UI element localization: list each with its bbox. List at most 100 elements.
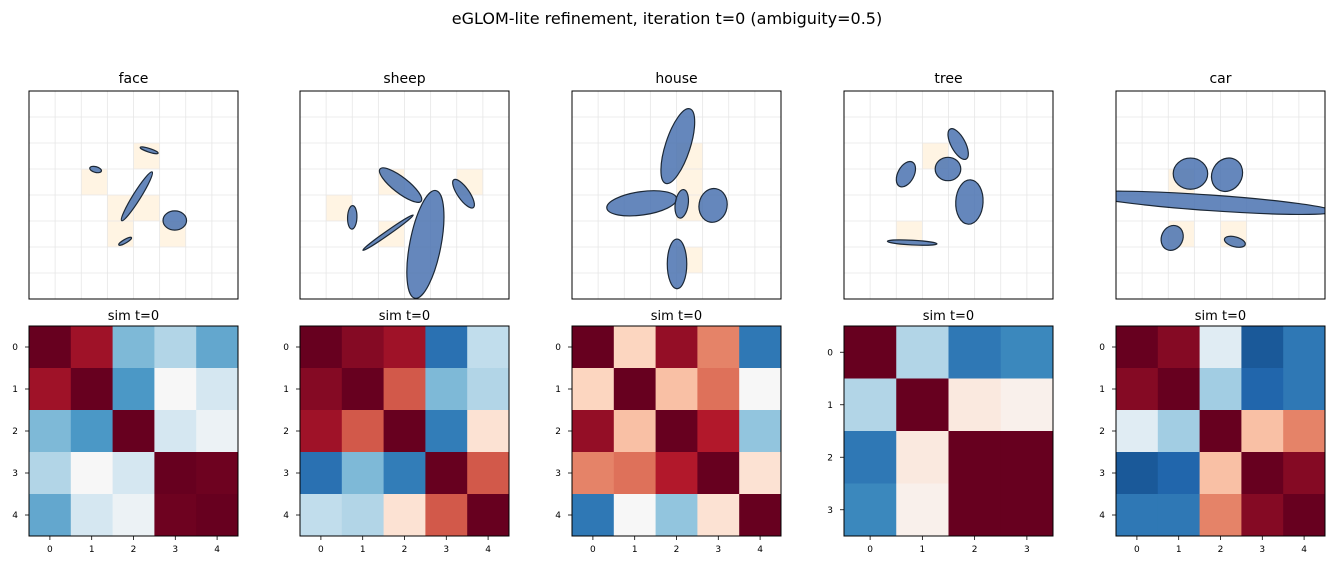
heatmap-cell	[425, 410, 468, 453]
y-tick-label: 3	[827, 506, 833, 516]
heatmap-cell	[154, 410, 197, 453]
heatmap-cell	[572, 368, 615, 411]
x-tick-label: 1	[632, 545, 638, 555]
x-tick-label: 4	[214, 545, 220, 555]
part-ellipse	[89, 165, 103, 174]
heatmap-cell	[948, 326, 1002, 379]
heatmap-cell	[29, 494, 72, 537]
part-ellipse	[606, 190, 678, 217]
figure-title: eGLOM-lite refinement, iteration t=0 (am…	[452, 9, 882, 28]
heatmap-cell	[655, 326, 698, 369]
highlight-cell	[133, 143, 160, 169]
heatmap-cell	[572, 326, 615, 369]
heatmap-cell	[844, 431, 897, 484]
heatmap-cell	[896, 431, 949, 484]
heatmap-cell	[196, 368, 239, 411]
part-ellipse	[934, 156, 962, 182]
heatmap-panel-0: sim t=0 0 1 2 3 4 0 1 2 3 4	[12, 309, 239, 555]
heatmap-cell	[1157, 368, 1201, 411]
heatmap-cell	[1157, 410, 1201, 453]
heatmap-cell	[300, 368, 343, 411]
part-ellipse	[1160, 224, 1184, 251]
axes-frame	[571, 90, 782, 300]
ellipse-panel-3: tree	[843, 71, 1054, 300]
heatmap-cell	[655, 368, 698, 411]
heatmap-cell	[467, 452, 510, 495]
y-tick-label: 4	[12, 511, 18, 521]
heatmap-cell	[112, 452, 155, 495]
x-tick-label: 0	[590, 545, 596, 555]
heatmap-cell	[112, 326, 155, 369]
heatmap-cell	[1241, 326, 1284, 369]
heatmap-cell	[739, 494, 782, 537]
ellipse-panel-1: sheep	[299, 71, 510, 300]
x-tick-label: 0	[318, 545, 324, 555]
heatmap-panel-1: sim t=0 0 1 2 3 4 0 1 2 3 4	[283, 309, 510, 555]
heatmap-cell	[70, 452, 114, 495]
heatmap-title: sim t=0	[1195, 309, 1246, 324]
heatmap-cell	[572, 410, 615, 453]
heatmap-cell	[613, 410, 657, 453]
part-ellipse	[1223, 235, 1246, 248]
y-tick-label: 4	[555, 511, 561, 521]
part-ellipse	[452, 178, 475, 209]
heatmap-cell	[29, 368, 72, 411]
heatmap-cell	[383, 326, 426, 369]
part-ellipse	[1210, 157, 1244, 193]
y-tick-label: 1	[827, 401, 833, 411]
ellipse-panel-0: face	[28, 71, 239, 300]
part-ellipse	[1116, 190, 1325, 216]
heatmap-cell	[196, 326, 239, 369]
heatmap-cell	[154, 452, 197, 495]
x-tick-label: 1	[1176, 545, 1182, 555]
heatmap-cell	[196, 410, 239, 453]
heatmap-cell	[1283, 410, 1326, 453]
heatmap-cell	[425, 494, 468, 537]
heatmap-cell	[1116, 368, 1159, 411]
part-ellipse	[674, 188, 690, 219]
heatmap-cell	[739, 452, 782, 495]
heatmap-cell	[1000, 326, 1054, 379]
x-tick-label: 2	[674, 545, 680, 555]
part-ellipse	[698, 187, 728, 223]
panel-title: car	[1209, 71, 1231, 87]
heatmap-cell	[697, 452, 740, 495]
heatmap-cell	[697, 368, 740, 411]
heatmap-cell	[1157, 452, 1201, 495]
heatmap-cell	[467, 368, 510, 411]
heatmap-cell	[1157, 326, 1201, 369]
heatmap-cell	[739, 410, 782, 453]
part-ellipse	[162, 210, 188, 231]
heatmap-cell	[1116, 494, 1159, 537]
heatmap-cell	[655, 452, 698, 495]
x-tick-label: 3	[715, 545, 721, 555]
heatmap-cell	[697, 494, 740, 537]
part-ellipse	[666, 238, 688, 290]
heatmap-cell	[1000, 483, 1054, 537]
y-tick-label: 4	[283, 511, 289, 521]
heatmap-cell	[697, 410, 740, 453]
heatmap-cell	[1000, 378, 1054, 432]
heatmap-cell	[196, 494, 239, 537]
ellipse-panel-2: house	[571, 71, 782, 300]
heatmap-panel-3: sim t=0 0 1 2 3 0 1 2 3	[827, 309, 1054, 555]
part-ellipse	[895, 160, 917, 188]
y-tick-label: 2	[555, 427, 561, 437]
axes-frame	[843, 90, 1054, 300]
heatmap-cell	[383, 452, 426, 495]
heatmap-cell	[896, 326, 949, 379]
y-tick-label: 1	[12, 385, 18, 395]
y-tick-label: 0	[827, 348, 833, 358]
x-tick-label: 2	[972, 545, 978, 555]
heatmap-cell	[1199, 494, 1242, 537]
part-ellipse	[362, 214, 414, 251]
heatmap-cell	[1283, 494, 1326, 537]
heatmap-cell	[467, 494, 510, 537]
heatmap-cell	[112, 368, 155, 411]
part-ellipse	[947, 128, 969, 161]
panel-title: sheep	[383, 71, 425, 87]
heatmap-cell	[1241, 494, 1284, 537]
x-tick-label: 4	[1301, 545, 1307, 555]
heatmap-cell	[739, 326, 782, 369]
heatmap-cell	[1241, 410, 1284, 453]
